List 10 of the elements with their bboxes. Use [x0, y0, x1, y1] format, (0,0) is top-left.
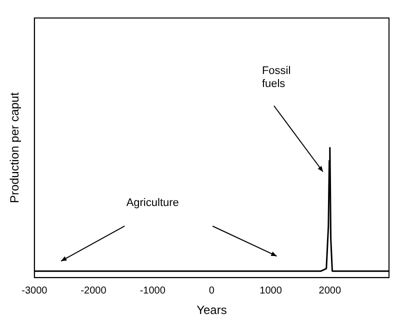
x-tick-label: -3000 [22, 285, 48, 296]
x-tick-label: -1000 [140, 285, 166, 296]
x-axis-title: Years [196, 303, 227, 318]
x-tick-label: -2000 [80, 285, 107, 296]
text: Fossil fuels [262, 64, 291, 90]
x-tick-label: 2000 [318, 285, 342, 296]
y-axis-title: Production per caput [8, 92, 22, 204]
x-tick-label: 0 [208, 285, 215, 296]
x-tick-label: 1000 [260, 285, 282, 296]
annotation: Agriculture [126, 197, 179, 210]
